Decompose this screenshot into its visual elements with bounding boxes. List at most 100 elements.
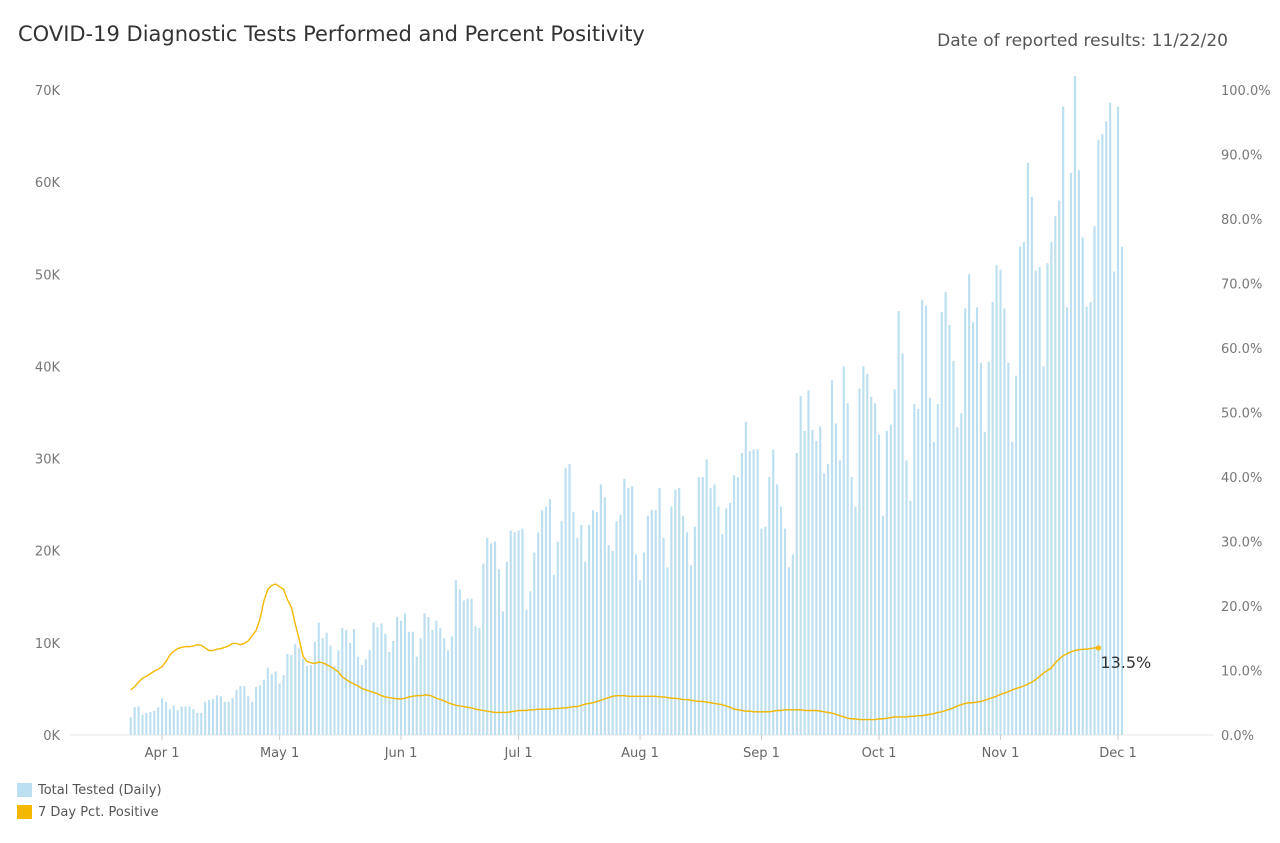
bar-total-tested — [1046, 263, 1049, 735]
bar-total-tested — [780, 506, 783, 735]
bar-total-tested — [697, 477, 700, 735]
bar-total-tested — [458, 589, 461, 735]
y-left-tick-label: 20K — [35, 545, 61, 560]
x-tick-label: Dec 1 — [1099, 746, 1137, 761]
bar-total-tested — [666, 567, 669, 735]
bar-total-tested — [874, 403, 877, 735]
bar-total-tested — [1097, 139, 1100, 735]
bar-total-tested — [153, 711, 156, 735]
bar-total-tested — [654, 510, 657, 735]
bar-total-tested — [705, 459, 708, 735]
line-pct-positive — [130, 583, 1099, 721]
bar-total-tested — [968, 274, 971, 735]
bar-total-tested — [490, 543, 493, 735]
y-right-tick-label: 70.0% — [1221, 278, 1262, 293]
bar-total-tested — [345, 629, 348, 735]
bar-total-tested — [729, 502, 732, 735]
x-tick-label: Jul 1 — [504, 746, 533, 761]
bar-total-tested — [971, 322, 975, 735]
y-right-tick-label: 50.0% — [1221, 407, 1262, 422]
bar-total-tested — [137, 706, 140, 735]
bar-total-tested — [678, 488, 681, 735]
bar-total-tested — [983, 431, 986, 735]
bar-total-tested — [486, 537, 489, 735]
bar-total-tested — [823, 473, 826, 735]
bar-total-tested — [870, 396, 873, 735]
bar-total-tested — [646, 515, 649, 735]
bar-total-tested — [580, 524, 583, 735]
bar-total-tested — [576, 537, 579, 735]
bar-total-tested — [290, 654, 293, 735]
bar-total-tested — [454, 580, 457, 735]
bar-total-tested — [446, 650, 450, 735]
bar-total-tested — [662, 537, 665, 735]
chart-title: COVID-19 Diagnostic Tests Performed and … — [18, 22, 645, 46]
legend-label-pct-positive: 7 Day Pct. Positive — [38, 804, 159, 820]
bar-total-tested — [638, 580, 642, 735]
x-tick-label: Oct 1 — [862, 746, 897, 761]
bar-total-tested — [619, 514, 622, 735]
bar-total-tested — [501, 611, 504, 735]
bar-total-tested — [133, 707, 136, 735]
bar-total-tested — [1116, 106, 1120, 736]
bar-total-tested — [756, 449, 759, 735]
bar-total-tested — [717, 506, 720, 735]
legend-item-pct-positive[interactable]: 7 Day Pct. Positive — [17, 801, 162, 823]
bar-total-tested — [541, 510, 544, 735]
bar-total-tested — [388, 652, 391, 735]
legend-item-total-tested[interactable]: Total Tested (Daily) — [17, 779, 162, 801]
bar-total-tested — [909, 500, 912, 735]
bar-total-tested — [544, 506, 548, 735]
bar-total-tested — [877, 434, 881, 735]
bar-total-tested — [1007, 362, 1010, 735]
bar-total-tested — [1069, 172, 1073, 735]
bar-total-tested — [588, 524, 591, 735]
bar-total-tested — [1113, 271, 1116, 735]
x-tick-label: Aug 1 — [621, 746, 659, 761]
bar-total-tested — [450, 636, 454, 735]
bar-total-tested — [470, 598, 473, 735]
bar-total-tested — [1042, 366, 1045, 735]
bar-total-tested — [513, 532, 516, 735]
bar-total-tested — [897, 311, 900, 735]
bar-total-tested — [1066, 307, 1069, 735]
bar-total-tested — [325, 632, 328, 735]
bar-total-tested — [917, 408, 920, 735]
bar-total-tested — [866, 373, 869, 735]
bar-total-tested — [595, 512, 599, 735]
bar-total-tested — [337, 650, 340, 735]
bar-total-tested — [607, 545, 610, 735]
bar-total-tested — [627, 488, 630, 735]
x-tick-label: May 1 — [260, 746, 299, 761]
bar-total-tested — [192, 709, 195, 735]
y-left-tick-label: 60K — [35, 176, 61, 191]
bar-total-tested — [913, 404, 916, 735]
bar-total-tested — [811, 430, 814, 735]
bar-total-tested — [552, 574, 555, 735]
bar-total-tested — [572, 512, 575, 735]
bar-total-tested — [1109, 102, 1112, 735]
bar-total-tested — [529, 591, 532, 735]
bar-total-tested — [924, 305, 928, 735]
bar-total-tested — [975, 307, 979, 735]
bar-total-tested — [298, 648, 301, 735]
bar-total-tested — [1058, 200, 1061, 736]
bar-total-tested — [1054, 216, 1057, 735]
y-left-tick-label: 30K — [35, 453, 61, 468]
bar-total-tested — [145, 712, 148, 735]
bar-total-tested — [380, 623, 383, 735]
bar-total-tested — [787, 567, 790, 735]
bar-total-tested — [713, 484, 716, 735]
bar-total-tested — [1034, 270, 1037, 735]
bar-total-tested — [282, 675, 285, 735]
y-left-tick-label: 10K — [35, 637, 61, 652]
bar-total-tested — [564, 467, 567, 735]
bar-total-tested — [411, 631, 414, 735]
bar-total-tested — [725, 508, 728, 735]
bar-total-tested — [1105, 121, 1108, 736]
bar-total-tested — [940, 312, 943, 735]
bar-total-tested — [842, 366, 845, 735]
x-tick-label: Sep 1 — [743, 746, 780, 761]
bar-total-tested — [635, 554, 638, 735]
